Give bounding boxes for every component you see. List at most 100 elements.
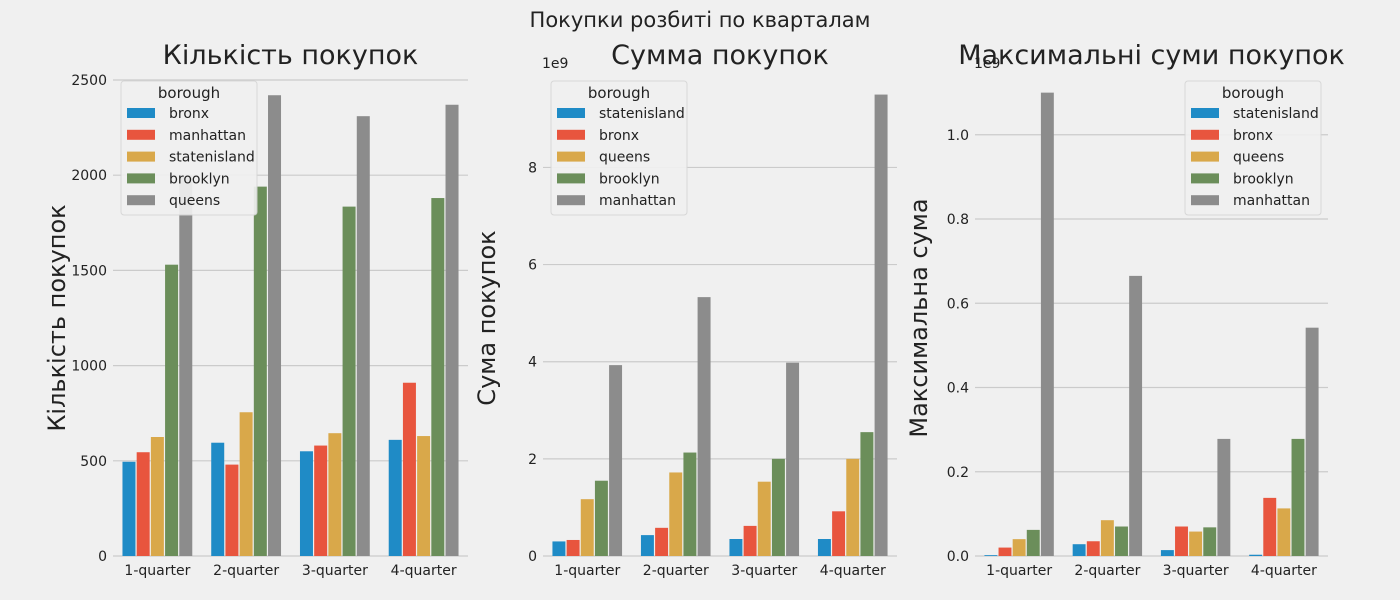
x-tick-labels: 1-quarter 2-quarter 3-quarter 4-quarter bbox=[554, 563, 886, 579]
x-tick-label: 1-quarter bbox=[124, 563, 190, 579]
bar-bronx bbox=[1263, 497, 1277, 556]
chart-panel-sum: 0 2 4 6 8 1-quarter 2-quarter 3-quarter 4-quart… bbox=[473, 40, 897, 579]
y-axis-label: Кількість покупок bbox=[43, 204, 71, 431]
x-tick-label: 2-quarter bbox=[1074, 563, 1140, 579]
y-tick-labels: 0.0 0.2 0.4 0.6 0.8 1.0 bbox=[947, 128, 969, 565]
legend-label: brooklyn bbox=[1233, 171, 1294, 187]
x-tick-label: 1-quarter bbox=[986, 563, 1052, 579]
bar-brooklyn bbox=[1291, 438, 1305, 556]
y-tick-labels: 0 2 4 6 8 bbox=[528, 160, 537, 565]
legend-label: manhattan bbox=[599, 193, 676, 209]
bar-queens bbox=[669, 472, 683, 556]
bar-queens bbox=[1277, 508, 1291, 556]
bar-statenisland bbox=[640, 535, 654, 556]
bar-queens bbox=[1100, 520, 1114, 556]
legend-label: statenisland bbox=[599, 106, 685, 122]
bars bbox=[984, 92, 1319, 556]
y-tick-label: 2500 bbox=[71, 73, 107, 89]
legend-label: queens bbox=[169, 193, 220, 209]
y-tick-label: 0.0 bbox=[947, 549, 969, 565]
bars bbox=[552, 94, 888, 557]
x-tick-label: 4-quarter bbox=[820, 563, 886, 579]
legend-swatch bbox=[127, 173, 155, 184]
bar-statenisland bbox=[1072, 544, 1086, 556]
bar-bronx bbox=[388, 439, 402, 556]
legend-label: brooklyn bbox=[169, 171, 230, 187]
bar-manhattan bbox=[786, 362, 800, 556]
legend-swatch bbox=[1191, 151, 1219, 162]
bar-brooklyn bbox=[1115, 526, 1128, 556]
y-tick-label: 1000 bbox=[71, 359, 107, 375]
y-tick-label: 1.0 bbox=[947, 128, 969, 144]
legend-swatch bbox=[1191, 108, 1219, 118]
bar-queens bbox=[757, 481, 771, 556]
x-tick-label: 2-quarter bbox=[213, 563, 279, 579]
bar-statenisland bbox=[239, 412, 253, 556]
y-offset-text: 1e9 bbox=[974, 56, 1000, 72]
x-tick-label: 1-quarter bbox=[554, 563, 620, 579]
bar-brooklyn bbox=[253, 186, 267, 556]
y-tick-label: 6 bbox=[528, 258, 537, 274]
x-tick-label: 4-quarter bbox=[391, 563, 457, 579]
legend-label: bronx bbox=[599, 128, 639, 144]
legend-swatch bbox=[557, 129, 585, 140]
bar-brooklyn bbox=[431, 198, 445, 556]
bar-manhattan bbox=[1129, 275, 1143, 556]
bar-queens bbox=[445, 104, 459, 556]
y-tick-label: 0.2 bbox=[947, 465, 969, 481]
bar-statenisland bbox=[817, 539, 831, 556]
bar-queens bbox=[356, 116, 370, 557]
legend-swatch bbox=[127, 108, 155, 118]
bar-statenisland bbox=[552, 541, 566, 556]
bar-bronx bbox=[122, 461, 136, 556]
legend: borough statenisland bronx queens brooklyn ma… bbox=[550, 80, 688, 216]
legend-swatch bbox=[127, 151, 155, 162]
bar-bronx bbox=[998, 547, 1012, 556]
bar-bronx bbox=[211, 442, 225, 556]
figure-suptitle: Покупки розбиті по кварталам bbox=[530, 8, 871, 32]
y-tick-label: 0.4 bbox=[947, 381, 969, 397]
bar-statenisland bbox=[328, 433, 342, 556]
bar-bronx bbox=[299, 451, 313, 556]
bar-statenisland bbox=[1249, 554, 1263, 556]
bar-manhattan bbox=[314, 445, 328, 556]
x-tick-labels: 1-quarter 2-quarter 3-quarter 4-quarter bbox=[986, 563, 1317, 579]
x-tick-labels: 1-quarter 2-quarter 3-quarter 4-quarter bbox=[124, 563, 456, 579]
bar-bronx bbox=[832, 511, 846, 556]
y-tick-label: 0.8 bbox=[947, 212, 969, 228]
bar-manhattan bbox=[1217, 438, 1231, 556]
bar-brooklyn bbox=[771, 458, 785, 556]
bar-brooklyn bbox=[860, 432, 874, 556]
bar-manhattan bbox=[1040, 92, 1054, 556]
y-tick-label: 0.6 bbox=[947, 296, 969, 312]
bar-bronx bbox=[743, 525, 757, 556]
x-tick-label: 3-quarter bbox=[1163, 563, 1229, 579]
legend-title: borough bbox=[158, 84, 220, 102]
chart-title: Кількість покупок bbox=[163, 40, 419, 71]
legend-swatch bbox=[1191, 173, 1219, 184]
bar-manhattan bbox=[874, 94, 888, 557]
chart-panel-count: 0 500 1000 1500 2000 2500 1-quarter 2-quarter 3… bbox=[43, 40, 468, 579]
legend-label: manhattan bbox=[169, 128, 246, 144]
legend-label: bronx bbox=[169, 106, 209, 122]
legend: borough bronx manhattan statenisland brookly… bbox=[120, 80, 258, 216]
bar-queens bbox=[179, 175, 193, 556]
x-tick-label: 3-quarter bbox=[731, 563, 797, 579]
x-tick-label: 2-quarter bbox=[643, 563, 709, 579]
bar-queens bbox=[580, 499, 594, 556]
y-tick-label: 0 bbox=[98, 549, 107, 565]
bar-brooklyn bbox=[342, 206, 356, 556]
bar-statenisland bbox=[729, 539, 743, 556]
y-tick-label: 0 bbox=[528, 549, 537, 565]
legend-label: queens bbox=[1233, 150, 1284, 166]
legend-label: statenisland bbox=[1233, 106, 1319, 122]
bar-queens bbox=[1189, 531, 1203, 556]
bar-statenisland bbox=[417, 436, 431, 556]
legend-swatch bbox=[557, 151, 585, 162]
y-tick-label: 8 bbox=[528, 160, 537, 176]
legend-label: bronx bbox=[1233, 128, 1273, 144]
bar-manhattan bbox=[1305, 327, 1319, 556]
legend-title: borough bbox=[1222, 84, 1284, 102]
chart-title: Максимальні суми покупок bbox=[958, 40, 1345, 71]
legend-swatch bbox=[557, 173, 585, 184]
